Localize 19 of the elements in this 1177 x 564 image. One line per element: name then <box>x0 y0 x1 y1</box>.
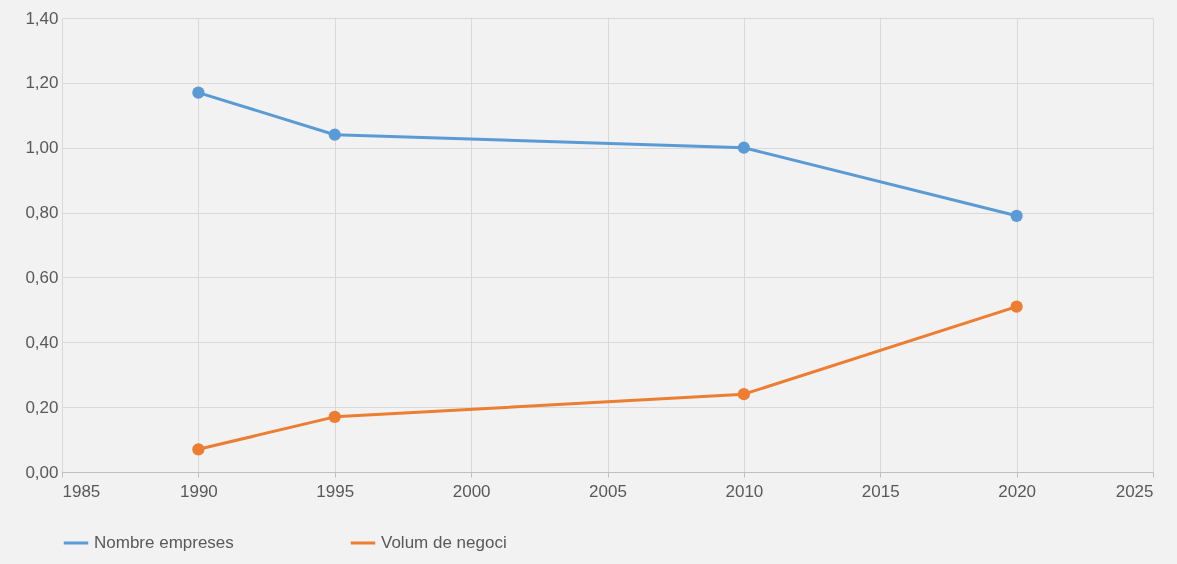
y-tick-label: 1,40 <box>25 8 59 28</box>
x-tick-label: 2005 <box>589 481 627 501</box>
x-tick-label: 2000 <box>452 481 491 501</box>
x-tick-label: 1990 <box>179 481 218 501</box>
y-tick-label: 1,00 <box>25 138 59 158</box>
x-tick-label: 2010 <box>725 481 764 501</box>
y-tick-label: 0,20 <box>25 397 59 417</box>
legend-label: Volum de negoci <box>381 533 507 552</box>
x-tick-label: 1985 <box>62 481 101 501</box>
y-tick-label: 0,60 <box>25 267 59 287</box>
x-tick-label: 2025 <box>1115 481 1154 501</box>
y-tick-label: 0,00 <box>25 462 59 482</box>
y-tick-label: 0,80 <box>25 203 59 223</box>
x-tick-label: 1995 <box>316 481 355 501</box>
x-tick-label: 2015 <box>861 481 900 501</box>
legend-label: Nombre empreses <box>94 533 234 552</box>
x-tick-label: 2020 <box>998 481 1037 501</box>
y-tick-label: 0,40 <box>25 332 59 352</box>
y-tick-label: 1,20 <box>25 73 59 93</box>
